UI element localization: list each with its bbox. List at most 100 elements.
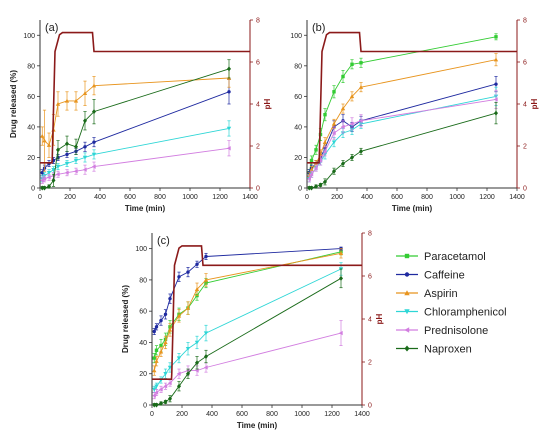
x-tick-label: 1000 [294, 411, 310, 418]
legend-marker [404, 345, 410, 352]
series-paracetamol [307, 33, 498, 177]
legend-item-chloramphenicol: Chloramphenicol [396, 307, 507, 319]
data-point [83, 145, 87, 149]
data-point [494, 35, 498, 39]
legend-label: Chloramphenicol [424, 307, 507, 319]
series-prednisolone [40, 140, 231, 184]
data-point [159, 400, 163, 406]
legend-item-prednisolone: Prednisolone [396, 325, 488, 337]
series-aspirin [307, 53, 499, 180]
series-caffeine [307, 76, 498, 177]
data-point [323, 179, 327, 185]
data-point [338, 330, 343, 336]
data-point [47, 183, 51, 189]
data-point [40, 171, 44, 175]
data-point [65, 141, 69, 147]
data-point [331, 121, 337, 126]
data-point [154, 325, 159, 329]
data-point [55, 164, 61, 169]
data-point [359, 61, 363, 65]
data-point [91, 164, 96, 169]
data-point [40, 133, 45, 138]
data-point [309, 158, 314, 163]
data-point [359, 148, 363, 154]
x-axis-title: Time (min) [237, 421, 278, 430]
series-line [308, 36, 497, 173]
data-point [226, 126, 232, 131]
data-point [314, 183, 318, 189]
data-point [195, 262, 199, 266]
ph-tick-label: 6 [523, 60, 527, 67]
data-point [159, 343, 163, 348]
data-point [323, 112, 327, 117]
data-point [227, 66, 231, 72]
series-naproxen [152, 268, 343, 408]
series-chloramphenicol [307, 86, 499, 183]
y-tick-label: 80 [139, 277, 147, 284]
series-naproxen [40, 59, 231, 191]
ph-axis-title: pH [263, 98, 272, 109]
data-point [358, 118, 363, 123]
panel-label: (b) [312, 22, 325, 34]
series-line [153, 251, 342, 359]
data-point [204, 254, 208, 259]
legend-label: Paracetamol [424, 251, 486, 263]
data-point [493, 57, 499, 62]
x-tick-label: 1400 [354, 411, 370, 418]
x-tick-label: 1200 [479, 194, 495, 201]
ph-tick-label: 6 [256, 60, 260, 67]
data-point [42, 138, 47, 143]
ph-axis-title: pH [530, 98, 539, 109]
series-line [308, 98, 497, 179]
panel-label: (a) [45, 22, 58, 34]
data-point [42, 185, 47, 191]
ph-tick-label: 2 [256, 144, 260, 151]
data-point [340, 106, 346, 111]
data-point [82, 155, 88, 160]
data-point [82, 91, 88, 96]
panel-b: 0 200 400 600 800 1000 1200 1400020406080100024… [290, 18, 539, 214]
data-point [203, 365, 208, 370]
data-point [493, 97, 498, 102]
ph-profile-line [307, 31, 517, 164]
ph-tick-label: 0 [523, 186, 527, 193]
y-tick-label: 100 [135, 246, 147, 253]
series-line [309, 112, 497, 189]
data-point [51, 177, 56, 183]
data-point [154, 390, 159, 395]
series-caffeine [152, 246, 343, 335]
data-point [82, 167, 87, 172]
data-point [340, 124, 345, 130]
data-point [226, 146, 231, 151]
data-point [194, 368, 199, 373]
data-point [73, 169, 78, 174]
data-point [163, 312, 168, 317]
data-point [358, 85, 364, 89]
data-point [92, 140, 96, 144]
data-point [227, 90, 231, 94]
data-point [176, 356, 182, 361]
x-tick-label: 400 [361, 194, 373, 201]
y-tick-label: 20 [294, 155, 302, 162]
y-tick-label: 80 [27, 63, 35, 70]
data-point [73, 158, 79, 163]
data-point [46, 143, 52, 147]
data-point [309, 167, 314, 172]
ph-tick-label: 6 [368, 274, 372, 281]
legend-label: Prednisolone [424, 325, 488, 337]
data-point [154, 359, 159, 363]
data-point [339, 275, 343, 281]
y-tick-label: 20 [139, 371, 147, 378]
legend-label: Aspirin [424, 288, 458, 300]
ph-axis-title: pH [375, 313, 384, 324]
data-point [163, 340, 168, 345]
y-tick-label: 60 [294, 94, 302, 101]
data-point [331, 140, 337, 145]
data-point [350, 154, 354, 160]
data-point [176, 371, 181, 376]
series-line [153, 248, 342, 332]
data-point [42, 176, 47, 182]
data-point [318, 182, 323, 188]
series-aspirin [152, 248, 344, 376]
